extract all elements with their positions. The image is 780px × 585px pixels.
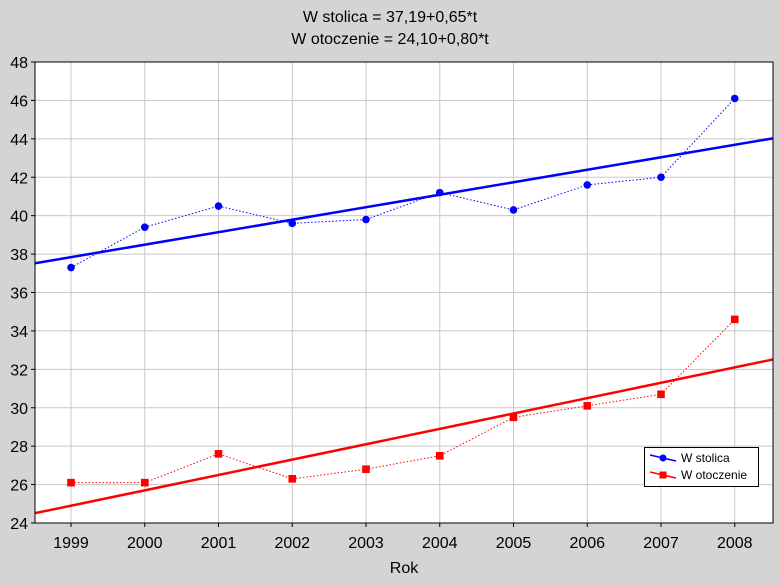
data-point-w-otoczenie (730, 315, 739, 324)
x-tick-label: 2003 (348, 535, 384, 552)
data-point-w-stolica (362, 215, 370, 224)
legend-marker-square (649, 471, 677, 479)
x-tick-label: 2000 (127, 535, 163, 552)
y-tick-label: 48 (10, 55, 28, 72)
data-point-w-otoczenie (67, 478, 75, 487)
legend: W stolica W otoczenie (644, 447, 759, 487)
trend-line-w-stolica (35, 137, 773, 265)
data-point-w-otoczenie (657, 390, 665, 399)
chart-title-line-2: W otoczenie = 24,10+0,80*t (291, 31, 489, 48)
y-tick-label: 34 (10, 324, 28, 341)
legend-item-w-otoczenie: W otoczenie (645, 467, 758, 483)
legend-label: W stolica (681, 451, 730, 465)
y-tick-label: 42 (10, 170, 28, 187)
y-tick-label: 26 (10, 478, 28, 495)
y-tick-label: 30 (10, 401, 28, 418)
data-point-w-stolica (288, 219, 297, 228)
plot-frame (34, 61, 774, 524)
y-tick-label: 32 (10, 362, 28, 379)
data-point-w-stolica (509, 206, 518, 214)
x-tick-label: 2004 (422, 535, 458, 552)
data-point-w-otoczenie (214, 450, 223, 458)
legend-item-w-stolica: W stolica (645, 450, 758, 466)
y-tick-label: 38 (10, 247, 28, 264)
chart-title-line-1: W stolica = 37,19+0,65*t (302, 9, 478, 26)
x-tick-label: 2008 (717, 535, 753, 552)
data-point-w-stolica (140, 223, 149, 231)
y-tick-label: 24 (10, 516, 28, 533)
y-tick-label: 44 (10, 132, 28, 149)
data-point-w-stolica (583, 181, 592, 189)
data-point-w-otoczenie (435, 451, 444, 460)
y-tick-label: 36 (10, 286, 28, 303)
series-line-w-otoczenie (71, 319, 736, 484)
x-tick-label: 2005 (496, 535, 532, 552)
x-tick-label: 1999 (53, 535, 89, 552)
data-point-w-otoczenie (288, 475, 297, 483)
y-tick-label: 46 (10, 93, 28, 110)
data-point-w-otoczenie (583, 402, 592, 410)
x-tick-label: 2001 (201, 535, 237, 552)
x-axis-label: Rok (389, 560, 419, 577)
data-point-w-stolica (214, 202, 223, 210)
data-point-w-otoczenie (509, 413, 518, 422)
x-tick-label: 2006 (569, 535, 605, 552)
data-point-w-stolica (657, 173, 665, 182)
y-tick-label: 28 (10, 439, 28, 456)
legend-marker-circle (649, 454, 677, 462)
trend-line-w-otoczenie (35, 358, 773, 515)
data-point-w-otoczenie (140, 478, 149, 487)
data-point-w-stolica (435, 188, 444, 197)
data-point-w-stolica (730, 94, 739, 103)
x-tick-label: 2002 (274, 535, 310, 552)
y-tick-label: 40 (10, 209, 28, 226)
data-point-w-stolica (67, 263, 75, 272)
data-point-w-otoczenie (362, 465, 370, 474)
x-tick-label: 2007 (643, 535, 679, 552)
legend-label: W otoczenie (681, 468, 748, 482)
